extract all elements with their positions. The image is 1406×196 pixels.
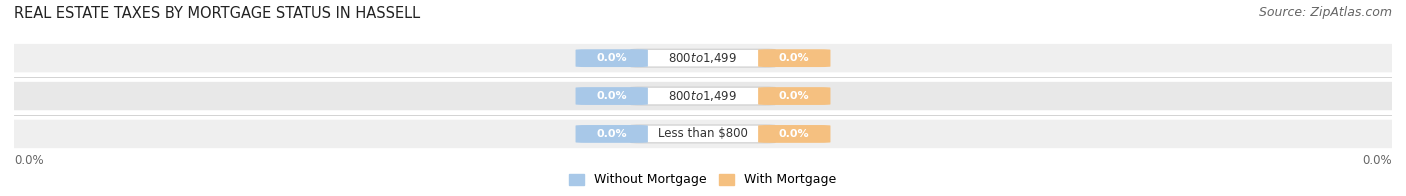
FancyBboxPatch shape	[4, 82, 1402, 110]
Text: 0.0%: 0.0%	[596, 53, 627, 63]
Text: 0.0%: 0.0%	[596, 91, 627, 101]
FancyBboxPatch shape	[575, 49, 648, 67]
FancyBboxPatch shape	[4, 120, 1402, 148]
Text: 0.0%: 0.0%	[14, 154, 44, 167]
FancyBboxPatch shape	[631, 125, 775, 143]
Text: REAL ESTATE TAXES BY MORTGAGE STATUS IN HASSELL: REAL ESTATE TAXES BY MORTGAGE STATUS IN …	[14, 6, 420, 21]
Text: 0.0%: 0.0%	[779, 129, 810, 139]
Text: $800 to $1,499: $800 to $1,499	[668, 51, 738, 65]
FancyBboxPatch shape	[758, 125, 831, 143]
FancyBboxPatch shape	[631, 87, 775, 105]
Text: $800 to $1,499: $800 to $1,499	[668, 89, 738, 103]
Text: 0.0%: 0.0%	[779, 91, 810, 101]
FancyBboxPatch shape	[575, 87, 648, 105]
FancyBboxPatch shape	[4, 44, 1402, 72]
FancyBboxPatch shape	[758, 49, 831, 67]
Text: 0.0%: 0.0%	[596, 129, 627, 139]
Text: Source: ZipAtlas.com: Source: ZipAtlas.com	[1258, 6, 1392, 19]
Text: 0.0%: 0.0%	[779, 53, 810, 63]
Text: Less than $800: Less than $800	[658, 127, 748, 140]
Text: 0.0%: 0.0%	[1362, 154, 1392, 167]
FancyBboxPatch shape	[758, 87, 831, 105]
FancyBboxPatch shape	[631, 49, 775, 67]
FancyBboxPatch shape	[575, 125, 648, 143]
Legend: Without Mortgage, With Mortgage: Without Mortgage, With Mortgage	[569, 173, 837, 186]
